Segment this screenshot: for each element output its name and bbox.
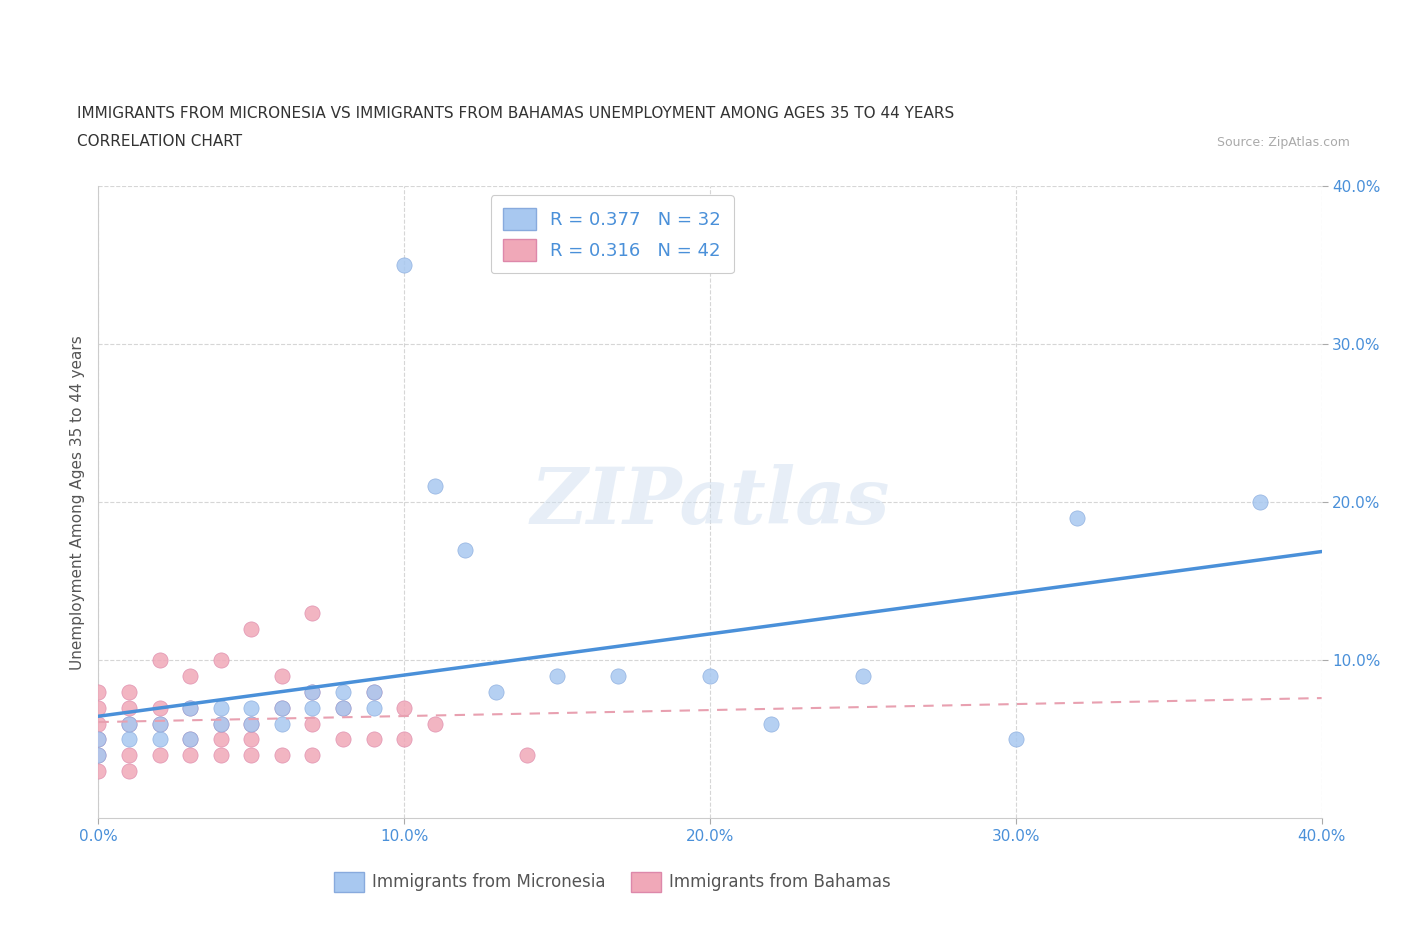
Point — [546, 669, 568, 684]
Point — [301, 716, 323, 731]
Point — [699, 669, 721, 684]
Point — [209, 716, 232, 731]
Point — [179, 732, 201, 747]
Text: IMMIGRANTS FROM MICRONESIA VS IMMIGRANTS FROM BAHAMAS UNEMPLOYMENT AMONG AGES 35: IMMIGRANTS FROM MICRONESIA VS IMMIGRANTS… — [77, 106, 955, 121]
Point — [363, 700, 385, 715]
Text: ZIPatlas: ZIPatlas — [530, 464, 890, 540]
Point — [118, 748, 141, 763]
Point — [209, 653, 232, 668]
Point — [209, 716, 232, 731]
Y-axis label: Unemployment Among Ages 35 to 44 years: Unemployment Among Ages 35 to 44 years — [69, 335, 84, 670]
Point — [240, 716, 263, 731]
Point — [118, 700, 141, 715]
Point — [149, 716, 172, 731]
Point — [1004, 732, 1026, 747]
Point — [607, 669, 630, 684]
Point — [852, 669, 875, 684]
Point — [301, 684, 323, 699]
Point — [179, 748, 201, 763]
Point — [87, 700, 110, 715]
Point — [270, 700, 292, 715]
Point — [423, 479, 446, 494]
Point — [240, 732, 263, 747]
Point — [1066, 511, 1088, 525]
Point — [392, 258, 416, 272]
Text: CORRELATION CHART: CORRELATION CHART — [77, 134, 242, 149]
Point — [209, 748, 232, 763]
Point — [759, 716, 782, 731]
Point — [149, 748, 172, 763]
Point — [392, 700, 416, 715]
Point — [270, 748, 292, 763]
Point — [149, 653, 172, 668]
Point — [149, 732, 172, 747]
Legend: Immigrants from Micronesia, Immigrants from Bahamas: Immigrants from Micronesia, Immigrants f… — [328, 865, 897, 898]
Point — [270, 700, 292, 715]
Point — [516, 748, 538, 763]
Point — [118, 684, 141, 699]
Point — [149, 716, 172, 731]
Point — [363, 732, 385, 747]
Point — [118, 764, 141, 778]
Point — [209, 732, 232, 747]
Point — [392, 732, 416, 747]
Point — [240, 716, 263, 731]
Point — [149, 700, 172, 715]
Point — [332, 732, 354, 747]
Point — [301, 700, 323, 715]
Point — [87, 716, 110, 731]
Point — [87, 748, 110, 763]
Point — [118, 716, 141, 731]
Point — [301, 748, 323, 763]
Point — [209, 700, 232, 715]
Point — [240, 748, 263, 763]
Text: Source: ZipAtlas.com: Source: ZipAtlas.com — [1216, 136, 1350, 149]
Point — [454, 542, 477, 557]
Point — [363, 684, 385, 699]
Point — [87, 732, 110, 747]
Point — [332, 700, 354, 715]
Point — [485, 684, 508, 699]
Point — [1249, 495, 1271, 510]
Point — [301, 684, 323, 699]
Point — [118, 732, 141, 747]
Point — [240, 700, 263, 715]
Point — [363, 684, 385, 699]
Point — [87, 684, 110, 699]
Point — [179, 700, 201, 715]
Point — [301, 605, 323, 620]
Point — [87, 732, 110, 747]
Point — [87, 764, 110, 778]
Point — [270, 669, 292, 684]
Point — [179, 669, 201, 684]
Point — [332, 684, 354, 699]
Point — [270, 716, 292, 731]
Point — [423, 716, 446, 731]
Point — [240, 621, 263, 636]
Point — [332, 700, 354, 715]
Point — [179, 732, 201, 747]
Point — [87, 748, 110, 763]
Point — [118, 716, 141, 731]
Point — [179, 700, 201, 715]
